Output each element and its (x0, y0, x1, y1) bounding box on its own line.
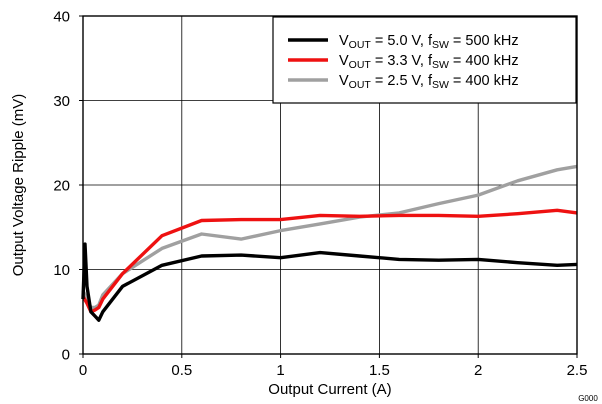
y-tick-label: 10 (53, 262, 70, 279)
legend-subscript: SW (432, 39, 449, 51)
legend-subscript: SW (432, 79, 449, 91)
x-tick-label: 1 (276, 362, 284, 379)
legend-text-part: = 2.5 V, f (371, 73, 433, 89)
legend-subscript: OUT (349, 39, 372, 51)
legend-text-part: = 5.0 V, f (371, 33, 433, 49)
legend-subscript: OUT (349, 59, 372, 71)
series-line-2 (81, 208, 578, 314)
legend-text-part: = 400 kHz (449, 73, 519, 89)
x-tick-label: 2.5 (567, 362, 588, 379)
x-tick-label: 0.5 (171, 362, 192, 379)
y-tick-label: 20 (53, 178, 70, 195)
legend-text-part: = 3.3 V, f (371, 53, 433, 69)
legend-label-2: VOUT = 3.3 V, fSW = 400 kHz (339, 53, 519, 71)
legend-subscript: OUT (349, 79, 372, 91)
y-tick-label: 30 (53, 93, 70, 110)
legend-text-part: = 500 kHz (449, 33, 519, 49)
legend-text-part: = 400 kHz (449, 53, 519, 69)
ticks-layer: 0 0.5 1 1.5 2 2.5 0 10 20 30 40 (53, 9, 587, 380)
legend-label-3: VOUT = 2.5 V, fSW = 400 kHz (339, 73, 519, 91)
series-line-1 (81, 242, 578, 322)
y-axis-title: Output Voltage Ripple (mV) (10, 94, 27, 277)
x-tick-label: 0 (79, 362, 87, 379)
x-tick-label: 1.5 (369, 362, 390, 379)
legend-label-1: VOUT = 5.0 V, fSW = 500 kHz (339, 33, 519, 51)
legend-text-part: V (339, 53, 349, 69)
legend-subscript: SW (432, 59, 449, 71)
y-tick-label: 0 (62, 347, 70, 364)
x-axis-title: Output Current (A) (268, 381, 391, 398)
figure-id: G000 (578, 394, 598, 403)
x-tick-label: 2 (474, 362, 482, 379)
legend-text-part: V (339, 73, 349, 89)
legend-text-part: V (339, 33, 349, 49)
y-tick-label: 40 (53, 9, 70, 26)
series-layer (81, 164, 578, 322)
series-line-3 (81, 164, 578, 310)
